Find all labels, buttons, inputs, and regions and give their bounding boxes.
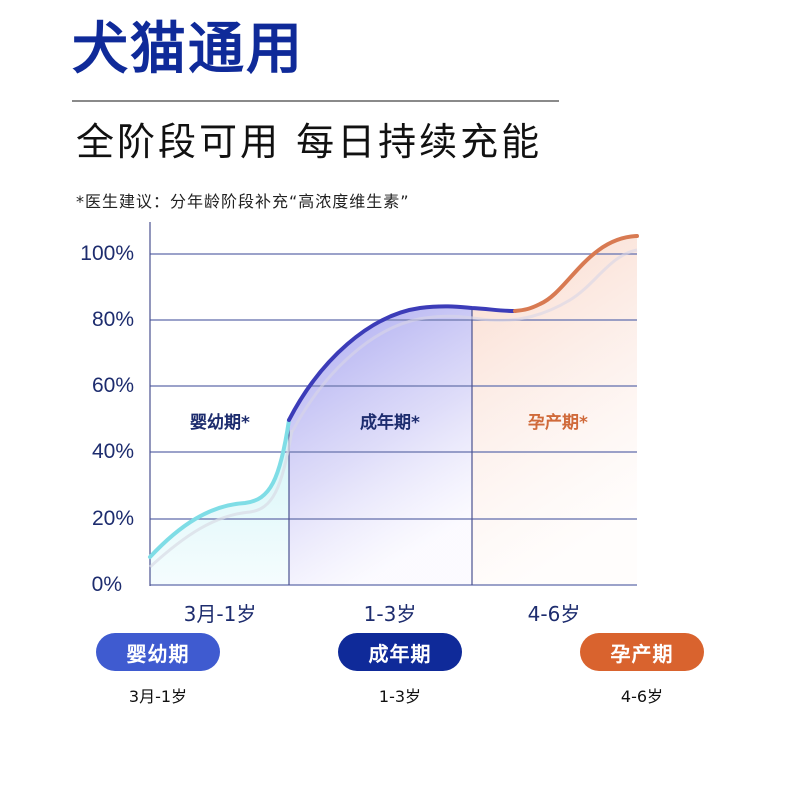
x-tick-adult: 1-3岁 xyxy=(363,602,417,626)
infant-curve xyxy=(148,418,291,559)
pregnancy-area xyxy=(472,236,637,585)
adult-area xyxy=(289,306,472,585)
title-divider xyxy=(72,100,559,102)
stage-badge-infant: 婴幼期 xyxy=(96,633,220,671)
y-tick-60: 60% xyxy=(91,374,134,397)
y-tick-80: 80% xyxy=(91,308,134,331)
adult-curve xyxy=(287,304,517,422)
doctor-note: *医生建议：分年龄阶段补充“高浓度维生素” xyxy=(76,192,410,211)
y-tick-40: 40% xyxy=(91,440,134,463)
page-title: 犬猫通用 xyxy=(72,17,304,82)
stage-age-pregnancy: 4-6岁 xyxy=(620,687,664,706)
stage-age-adult: 1-3岁 xyxy=(378,687,422,706)
x-tick-infant: 3月-1岁 xyxy=(183,602,257,626)
pregnancy-curve xyxy=(513,234,639,313)
stage-badge-adult: 成年期 xyxy=(338,633,462,671)
y-tick-100: 100% xyxy=(80,242,134,265)
region-label-adult: 成年期* xyxy=(360,413,420,433)
region-label-pregnancy: 孕产期* xyxy=(528,413,588,433)
region-label-infant: 婴幼期* xyxy=(190,413,250,433)
subtitle: 全阶段可用 每日持续充能 xyxy=(76,120,543,164)
infant-area xyxy=(150,420,289,585)
stage-badge-pregnancy: 孕产期 xyxy=(580,633,704,671)
y-tick-0: 0% xyxy=(91,573,122,596)
x-tick-pregnancy: 4-6岁 xyxy=(527,602,581,626)
stage-age-infant: 3月-1岁 xyxy=(128,687,188,706)
y-tick-20: 20% xyxy=(91,507,134,530)
gridlines xyxy=(150,253,637,586)
